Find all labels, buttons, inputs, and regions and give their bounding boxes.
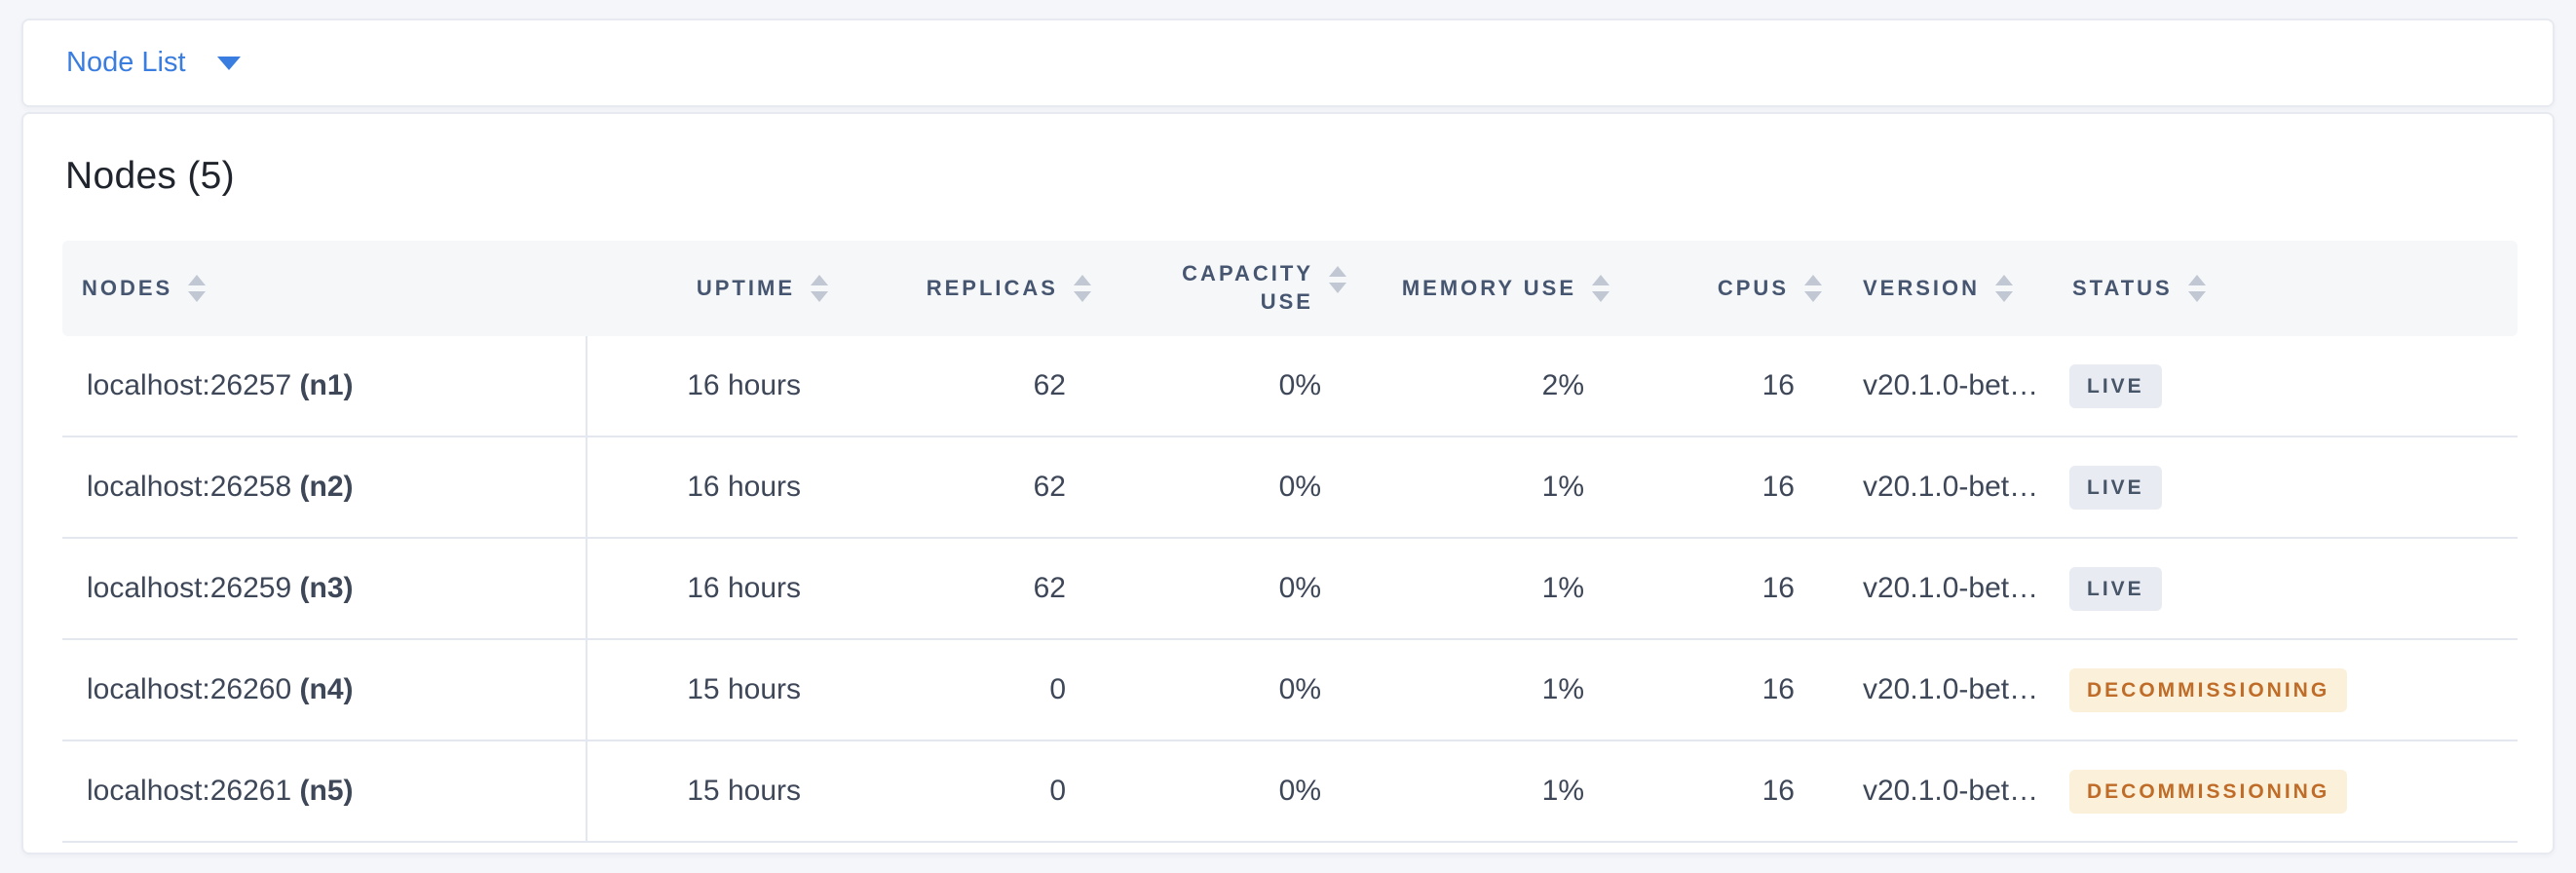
column-header-capacity-use[interactable]: CAPACITY USE [1103, 241, 1385, 336]
cell-uptime: 15 hours [587, 740, 840, 843]
sort-arrows-icon [1995, 275, 2014, 302]
cell-node-address: localhost:26260 (n4) [62, 639, 587, 741]
sort-arrows-icon [188, 275, 207, 302]
cell-uptime: 16 hours [587, 436, 840, 539]
sort-arrows-icon [1804, 275, 1822, 302]
cell-status: LIVE [2048, 436, 2518, 539]
column-header-memory-use[interactable]: MEMORY USE [1385, 241, 1648, 336]
cell-node-address: localhost:26259 (n3) [62, 538, 587, 640]
sort-arrows-icon [811, 275, 828, 302]
cell-status: LIVE [2048, 336, 2518, 437]
cell-replicas: 62 [840, 336, 1103, 437]
table-row: localhost:26257 (n1) 16 hours 62 0% 2% 1… [62, 336, 2518, 437]
cell-status: DECOMMISSIONING [2048, 740, 2518, 843]
cell-capacity-use: 0% [1103, 639, 1385, 741]
cell-capacity-use: 0% [1103, 436, 1385, 539]
cell-cpus: 16 [1648, 336, 1834, 437]
cell-cpus: 16 [1648, 740, 1834, 843]
status-badge: DECOMMISSIONING [2069, 769, 2348, 814]
cell-node-address: localhost:26257 (n1) [62, 336, 587, 437]
table-row: localhost:26259 (n3) 16 hours 62 0% 1% 1… [62, 538, 2518, 640]
column-header-replicas[interactable]: REPLICAS [840, 241, 1103, 336]
cell-cpus: 16 [1648, 436, 1834, 539]
cell-uptime: 16 hours [587, 336, 840, 437]
nodes-panel: Nodes (5) NODES UPTIME REPLIC [21, 112, 2555, 854]
column-header-cpus[interactable]: CPUS [1648, 241, 1834, 336]
table-row: localhost:26260 (n4) 15 hours 0 0% 1% 16… [62, 639, 2518, 741]
view-dropdown[interactable]: Node List [66, 47, 241, 79]
status-badge: LIVE [2069, 363, 2162, 408]
cell-status: LIVE [2048, 538, 2518, 640]
panel-title: Nodes (5) [65, 155, 235, 197]
cell-node-address: localhost:26261 (n5) [62, 740, 587, 843]
column-header-version[interactable]: VERSION [1834, 241, 2048, 336]
status-badge: DECOMMISSIONING [2069, 667, 2348, 712]
sort-arrows-icon [1329, 266, 1346, 294]
sort-arrows-icon [2187, 275, 2206, 302]
cell-memory-use: 1% [1385, 639, 1648, 741]
status-badge: LIVE [2069, 566, 2162, 611]
column-header-uptime[interactable]: UPTIME [587, 241, 840, 336]
cell-uptime: 16 hours [587, 538, 840, 640]
cell-capacity-use: 0% [1103, 740, 1385, 843]
nodes-table: NODES UPTIME REPLICAS CAPACITY USE [62, 241, 2518, 843]
cell-capacity-use: 0% [1103, 336, 1385, 437]
cell-memory-use: 2% [1385, 336, 1648, 437]
cell-memory-use: 1% [1385, 740, 1648, 843]
table-header-row: NODES UPTIME REPLICAS CAPACITY USE [62, 241, 2518, 336]
cell-memory-use: 1% [1385, 436, 1648, 539]
cell-version: v20.1.0-bet… [1834, 538, 2048, 640]
table-row: localhost:26261 (n5) 15 hours 0 0% 1% 16… [62, 740, 2518, 843]
cell-replicas: 0 [840, 639, 1103, 741]
cell-cpus: 16 [1648, 639, 1834, 741]
cell-cpus: 16 [1648, 538, 1834, 640]
column-header-status[interactable]: STATUS [2048, 241, 2518, 336]
cell-replicas: 0 [840, 740, 1103, 843]
sort-arrows-icon [1074, 275, 1091, 302]
cell-replicas: 62 [840, 538, 1103, 640]
status-badge: LIVE [2069, 465, 2162, 510]
cell-capacity-use: 0% [1103, 538, 1385, 640]
column-header-nodes[interactable]: NODES [62, 241, 587, 336]
sort-arrows-icon [1592, 275, 1610, 302]
cell-version: v20.1.0-bet… [1834, 436, 2048, 539]
cell-version: v20.1.0-bet… [1834, 336, 2048, 437]
view-selector-bar: Node List [21, 19, 2555, 107]
cell-uptime: 15 hours [587, 639, 840, 741]
cell-status: DECOMMISSIONING [2048, 639, 2518, 741]
table-row: localhost:26258 (n2) 16 hours 62 0% 1% 1… [62, 436, 2518, 539]
cell-node-address: localhost:26258 (n2) [62, 436, 587, 539]
cell-version: v20.1.0-bet… [1834, 639, 2048, 741]
cell-memory-use: 1% [1385, 538, 1648, 640]
cell-replicas: 62 [840, 436, 1103, 539]
chevron-down-icon [216, 56, 241, 70]
view-dropdown-label: Node List [66, 47, 186, 78]
cell-version: v20.1.0-bet… [1834, 740, 2048, 843]
